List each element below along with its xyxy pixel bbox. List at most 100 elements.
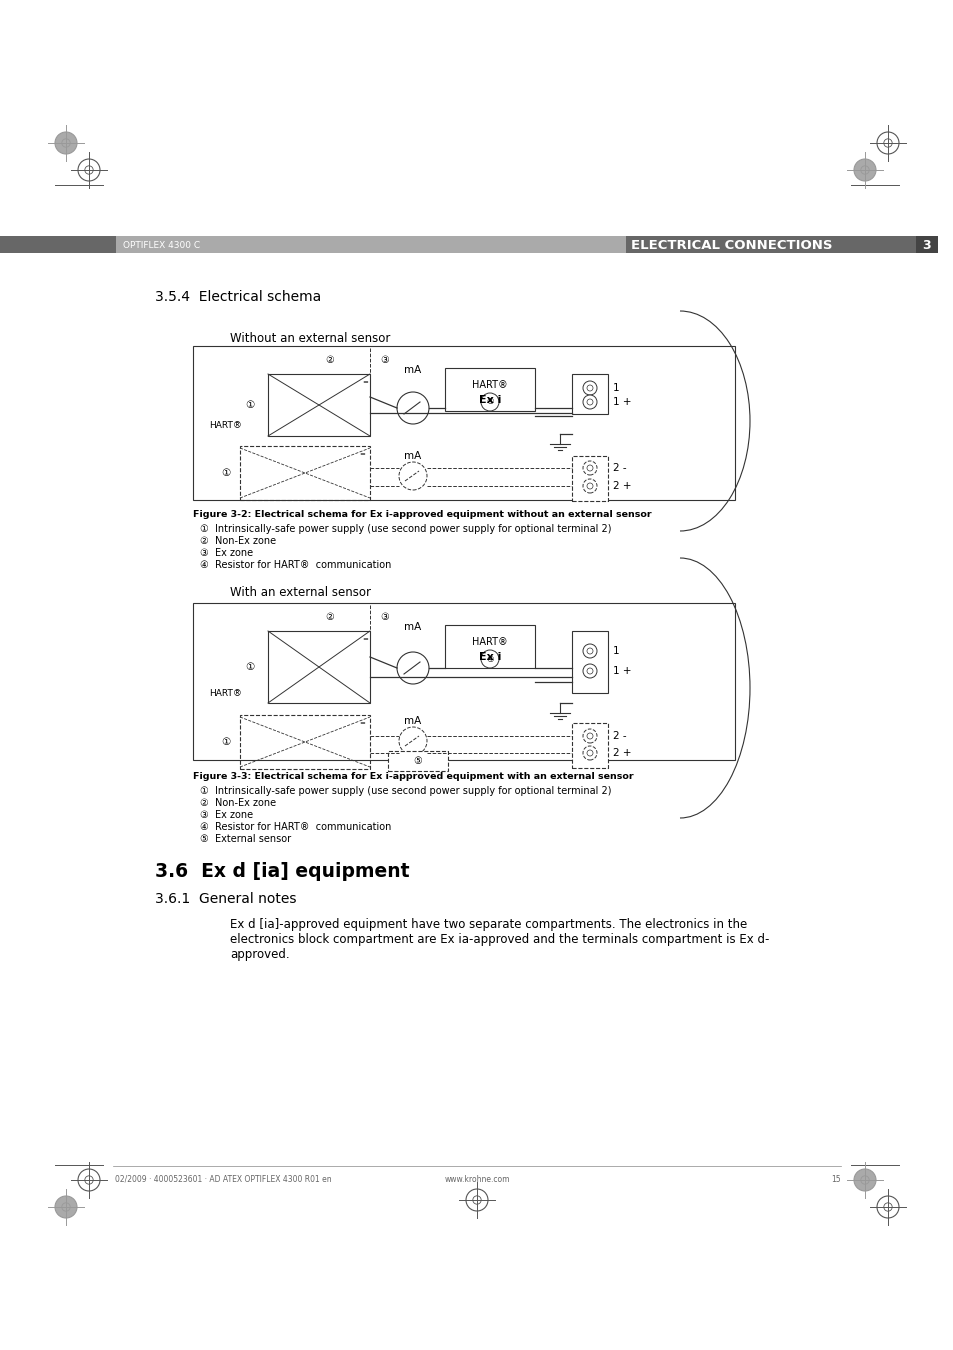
Circle shape <box>78 159 100 181</box>
Text: ③: ③ <box>380 355 389 364</box>
Text: mA: mA <box>404 622 421 632</box>
Bar <box>268 630 370 703</box>
Text: 1 +: 1 + <box>613 666 631 676</box>
Text: HART®: HART® <box>209 421 242 431</box>
Text: electronics block compartment are Ex ia-approved and the terminals compartment i: electronics block compartment are Ex ia-… <box>230 933 768 946</box>
Text: mA: mA <box>404 716 421 726</box>
Bar <box>572 374 607 414</box>
Bar <box>193 603 734 760</box>
Text: Ex d [ia]-approved equipment have two separate compartments. The electronics in : Ex d [ia]-approved equipment have two se… <box>230 918 746 932</box>
Text: 1: 1 <box>613 647 619 656</box>
Text: 2 +: 2 + <box>613 748 631 757</box>
Circle shape <box>78 1169 100 1191</box>
Text: Without an external sensor: Without an external sensor <box>230 332 390 346</box>
Text: 3: 3 <box>922 239 930 252</box>
Bar <box>116 236 625 252</box>
Text: 1: 1 <box>613 383 619 393</box>
Text: 2 +: 2 + <box>613 481 631 491</box>
Text: ①: ① <box>245 662 254 672</box>
Text: ②  Non-Ex zone: ② Non-Ex zone <box>200 536 275 545</box>
Text: mA: mA <box>404 364 421 375</box>
Circle shape <box>586 751 593 756</box>
Circle shape <box>55 1196 77 1218</box>
Text: ①  Intrinsically-safe power supply (use second power supply for optional termina: ① Intrinsically-safe power supply (use s… <box>200 786 611 796</box>
Circle shape <box>586 733 593 738</box>
Text: With an external sensor: With an external sensor <box>230 586 371 599</box>
Text: ④: ④ <box>486 397 494 406</box>
Circle shape <box>398 728 427 755</box>
Text: Ex i: Ex i <box>478 396 500 405</box>
Bar <box>0 236 116 252</box>
Circle shape <box>55 132 77 154</box>
Circle shape <box>398 462 427 490</box>
Text: =: = <box>358 720 365 726</box>
Text: ①: ① <box>245 400 254 410</box>
Bar <box>193 346 734 500</box>
Bar <box>572 724 607 768</box>
Text: approved.: approved. <box>230 948 290 961</box>
Text: 3.6.1  General notes: 3.6.1 General notes <box>154 892 296 906</box>
Circle shape <box>582 664 597 678</box>
Circle shape <box>396 652 429 684</box>
Text: 1 +: 1 + <box>613 397 631 406</box>
Text: ⑤  External sensor: ⑤ External sensor <box>200 834 291 844</box>
Text: 02/2009 · 4000523601 · AD ATEX OPTIFLEX 4300 R01 en: 02/2009 · 4000523601 · AD ATEX OPTIFLEX … <box>115 1174 332 1184</box>
Bar <box>572 456 607 501</box>
Circle shape <box>396 392 429 424</box>
Text: OPTIFLEX 4300 C: OPTIFLEX 4300 C <box>123 242 200 250</box>
Text: =: = <box>362 379 368 385</box>
Text: 3.6  Ex d [ia] equipment: 3.6 Ex d [ia] equipment <box>154 863 409 882</box>
Circle shape <box>586 483 593 489</box>
Text: Figure 3-3: Electrical schema for Ex i-approved equipment with an external senso: Figure 3-3: Electrical schema for Ex i-a… <box>193 772 633 782</box>
Bar <box>444 369 535 410</box>
Circle shape <box>876 1196 898 1218</box>
Text: HART®: HART® <box>209 688 242 698</box>
Circle shape <box>853 159 875 181</box>
Text: 2 -: 2 - <box>613 463 626 472</box>
Text: ④: ④ <box>486 655 494 663</box>
Text: ④  Resistor for HART®  communication: ④ Resistor for HART® communication <box>200 560 391 570</box>
Circle shape <box>582 460 597 475</box>
Text: 3.5.4  Electrical schema: 3.5.4 Electrical schema <box>154 290 321 304</box>
Circle shape <box>586 385 593 391</box>
Text: ②: ② <box>325 612 334 622</box>
Bar <box>388 751 448 771</box>
Bar <box>240 716 370 769</box>
Circle shape <box>582 381 597 396</box>
Circle shape <box>582 644 597 657</box>
Circle shape <box>586 668 593 674</box>
Text: ⑤: ⑤ <box>414 756 422 765</box>
Text: 2 -: 2 - <box>613 730 626 741</box>
Circle shape <box>586 464 593 471</box>
Text: ①: ① <box>221 737 231 747</box>
Bar <box>572 630 607 693</box>
Text: =: = <box>362 636 368 643</box>
Circle shape <box>480 649 498 668</box>
Text: =: = <box>358 451 365 458</box>
Circle shape <box>586 648 593 653</box>
Text: ③: ③ <box>380 612 389 622</box>
Bar <box>268 374 370 436</box>
Circle shape <box>582 479 597 493</box>
Circle shape <box>582 396 597 409</box>
Circle shape <box>853 1169 875 1191</box>
Text: HART®: HART® <box>472 637 507 647</box>
Text: www.krohne.com: www.krohne.com <box>444 1174 509 1184</box>
Text: Figure 3-2: Electrical schema for Ex i-approved equipment without an external se: Figure 3-2: Electrical schema for Ex i-a… <box>193 510 651 518</box>
Text: ④  Resistor for HART®  communication: ④ Resistor for HART® communication <box>200 822 391 832</box>
Text: ③  Ex zone: ③ Ex zone <box>200 810 253 819</box>
Bar <box>915 236 937 252</box>
Bar <box>444 625 535 668</box>
Text: ①: ① <box>221 468 231 478</box>
Text: 15: 15 <box>830 1174 841 1184</box>
Text: ①  Intrinsically-safe power supply (use second power supply for optional termina: ① Intrinsically-safe power supply (use s… <box>200 524 611 535</box>
Bar <box>625 236 915 252</box>
Circle shape <box>582 747 597 760</box>
Circle shape <box>586 400 593 405</box>
Text: ②: ② <box>325 355 334 364</box>
Text: ②  Non-Ex zone: ② Non-Ex zone <box>200 798 275 809</box>
Text: HART®: HART® <box>472 379 507 390</box>
Circle shape <box>876 132 898 154</box>
Text: Ex i: Ex i <box>478 652 500 662</box>
Bar <box>240 446 370 500</box>
